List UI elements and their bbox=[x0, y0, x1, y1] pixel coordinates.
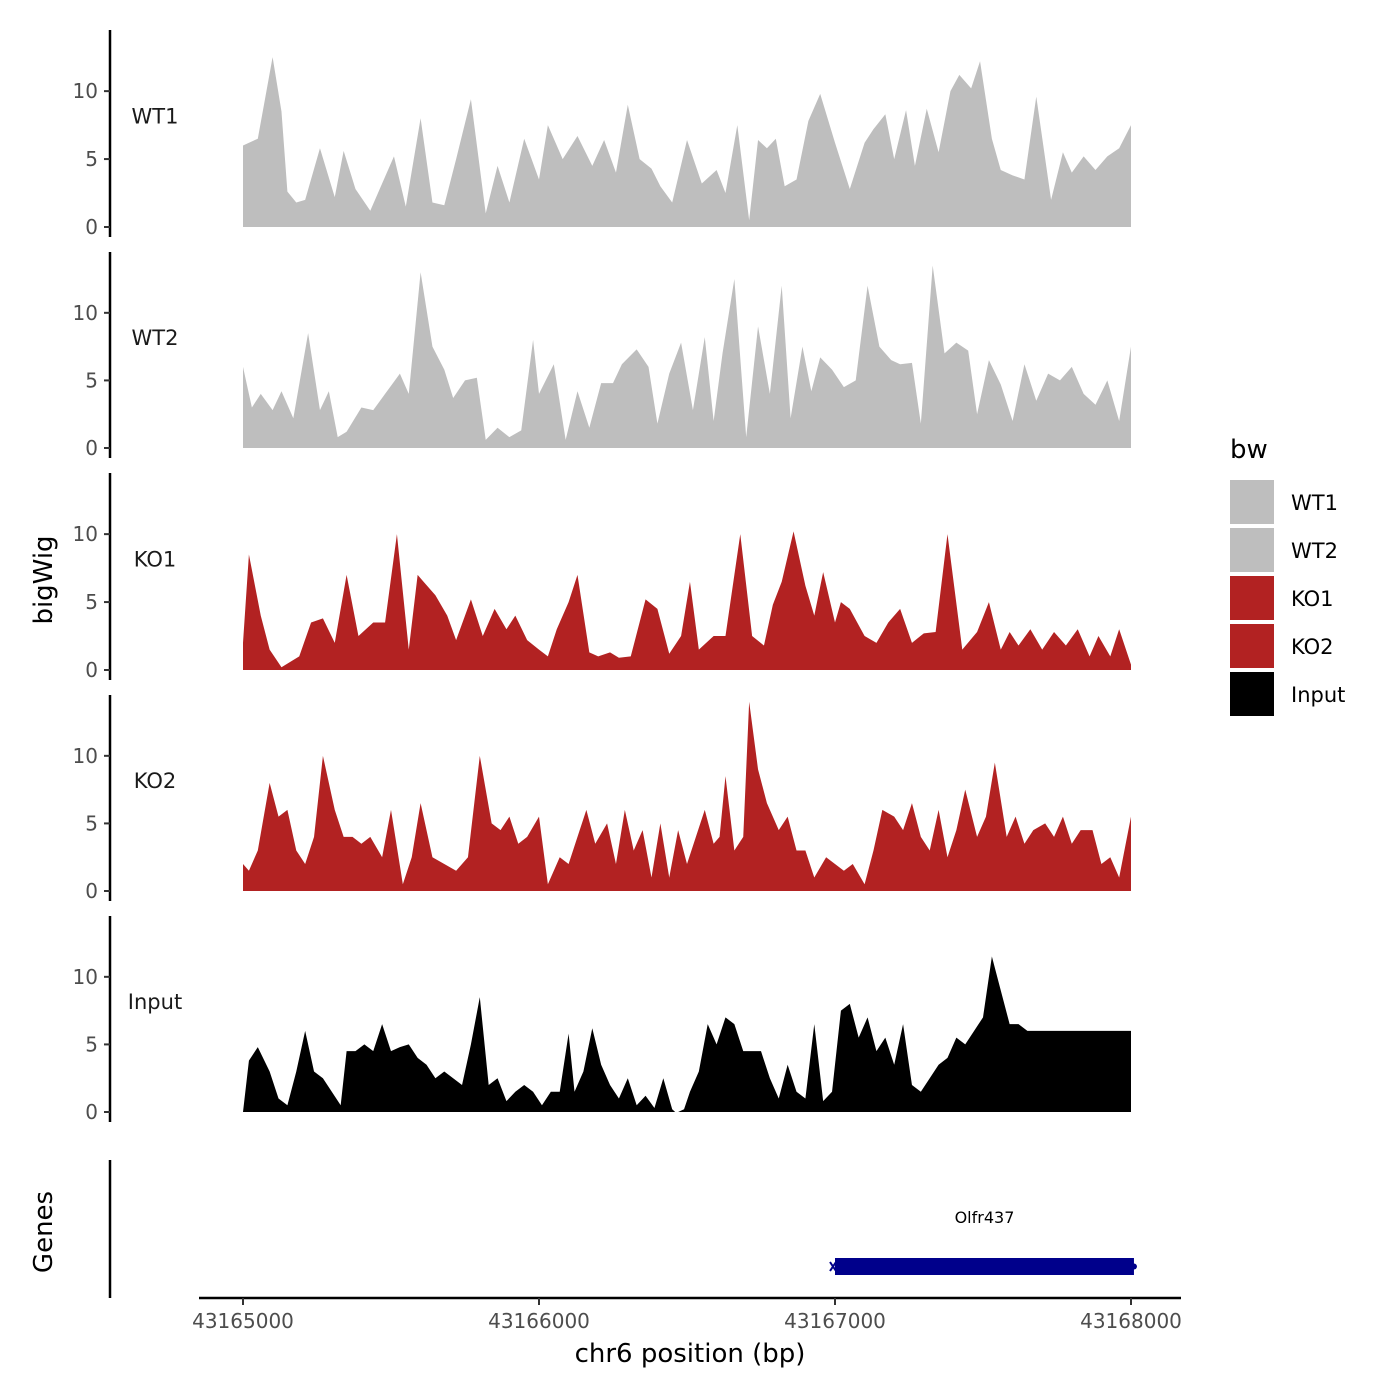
y-tick-label: 10 bbox=[73, 79, 98, 103]
track-panels: 0 5 10 WT1 0 5 10 WT2 0 5 10 KO1 0 5 10 KO2 0 5 10 Input bbox=[73, 30, 1131, 1124]
track-input: 0 5 10 Input bbox=[73, 916, 1131, 1124]
genes-axis-title: Genes bbox=[29, 1191, 59, 1273]
y-tick-label: 0 bbox=[85, 436, 98, 460]
gene-olfr437: Olfr437 bbox=[829, 1208, 1137, 1275]
legend-swatch bbox=[1230, 480, 1274, 524]
track-label: KO2 bbox=[134, 769, 177, 793]
area-wt1 bbox=[243, 57, 1131, 228]
y-tick-label: 5 bbox=[85, 1032, 98, 1056]
area-ko2 bbox=[243, 701, 1131, 891]
y-tick-label: 0 bbox=[85, 658, 98, 682]
y-tick-label: 0 bbox=[85, 1100, 98, 1124]
y-tick-label: 5 bbox=[85, 590, 98, 614]
gene-end-marker bbox=[1130, 1263, 1137, 1270]
area-ko1 bbox=[243, 531, 1131, 670]
legend-item-ko2: KO2 bbox=[1230, 624, 1334, 668]
legend-label: KO2 bbox=[1291, 635, 1334, 659]
track-label: WT2 bbox=[132, 326, 179, 350]
legend: bw WT1 WT2 KO1 KO2 Input bbox=[1230, 435, 1345, 716]
track-label: KO1 bbox=[134, 548, 177, 572]
x-tick-label: 43167000 bbox=[784, 1309, 886, 1333]
legend-item-wt2: WT2 bbox=[1230, 528, 1338, 572]
y-tick-label: 10 bbox=[73, 301, 98, 325]
legend-swatch bbox=[1230, 528, 1274, 572]
x-tick-label: 43168000 bbox=[1080, 1309, 1182, 1333]
legend-label: WT1 bbox=[1291, 491, 1338, 515]
track-label: WT1 bbox=[132, 105, 179, 129]
track-wt2: 0 5 10 WT2 bbox=[73, 252, 1131, 460]
x-axis-title: chr6 position (bp) bbox=[575, 1339, 806, 1369]
area-input bbox=[243, 956, 1131, 1112]
track-ko1: 0 5 10 KO1 bbox=[73, 473, 1131, 682]
x-tick-label: 43165000 bbox=[192, 1309, 294, 1333]
y-tick-label: 0 bbox=[85, 215, 98, 239]
track-wt1: 0 5 10 WT1 bbox=[73, 30, 1131, 239]
y-tick-label: 5 bbox=[85, 147, 98, 171]
legend-item-wt1: WT1 bbox=[1230, 480, 1338, 524]
area-wt2 bbox=[243, 265, 1131, 448]
legend-item-input: Input bbox=[1230, 672, 1345, 716]
legend-swatch bbox=[1230, 672, 1274, 716]
x-axis: 43165000 43166000 43167000 43168000 bbox=[192, 1296, 1182, 1333]
y-axis-title: bigWig bbox=[29, 535, 59, 624]
x-tick-label: 43166000 bbox=[488, 1309, 590, 1333]
y-tick-label: 10 bbox=[73, 522, 98, 546]
legend-title: bw bbox=[1230, 435, 1268, 465]
genes-panel: Olfr437 bbox=[108, 1160, 1137, 1298]
legend-swatch bbox=[1230, 576, 1274, 620]
track-label: Input bbox=[128, 990, 182, 1014]
gene-body bbox=[835, 1258, 1134, 1275]
gene-label: Olfr437 bbox=[955, 1208, 1015, 1227]
y-tick-label: 10 bbox=[73, 965, 98, 989]
y-tick-label: 5 bbox=[85, 368, 98, 392]
legend-item-ko1: KO1 bbox=[1230, 576, 1334, 620]
y-tick-label: 5 bbox=[85, 811, 98, 835]
y-tick-label: 0 bbox=[85, 879, 98, 903]
y-tick-label: 10 bbox=[73, 744, 98, 768]
legend-label: KO1 bbox=[1291, 587, 1334, 611]
legend-swatch bbox=[1230, 624, 1274, 668]
legend-label: Input bbox=[1291, 683, 1345, 707]
legend-label: WT2 bbox=[1291, 539, 1338, 563]
track-ko2: 0 5 10 KO2 bbox=[73, 695, 1131, 903]
gene-start-marker bbox=[829, 1261, 837, 1272]
